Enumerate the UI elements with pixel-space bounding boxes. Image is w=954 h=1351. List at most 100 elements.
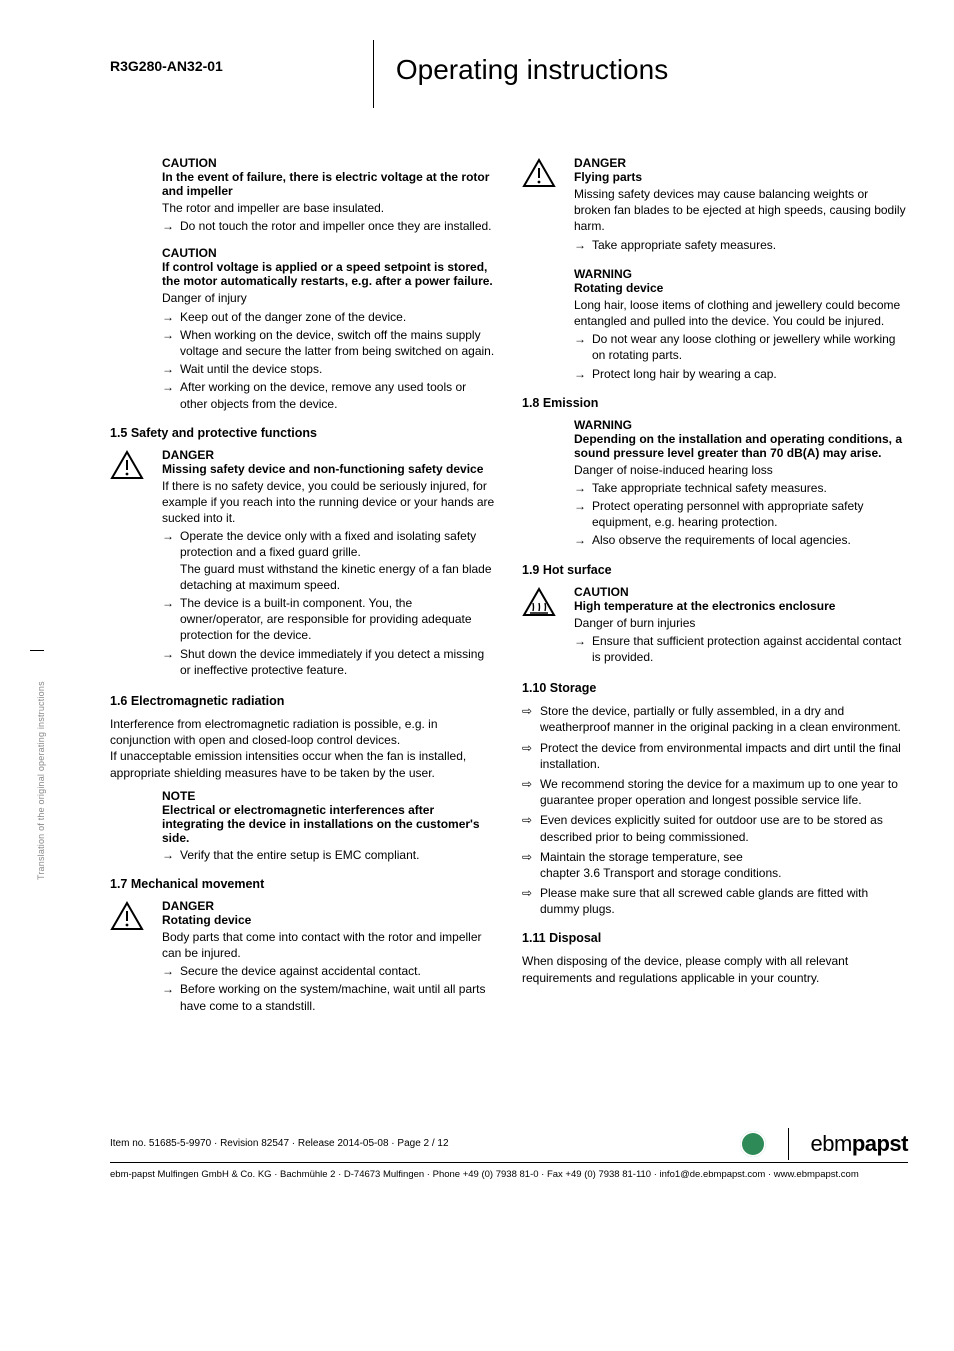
note-label: NOTE: [162, 789, 496, 803]
side-vertical-text: Translation of the original operating in…: [36, 681, 46, 880]
danger-subtitle: Rotating device: [162, 913, 496, 927]
caution-block-hot: CAUTION High temperature at the electron…: [522, 585, 908, 668]
danger-subtitle: Flying parts: [574, 170, 908, 184]
arrow-list-text: When working on the device, switch off t…: [180, 327, 496, 359]
arrow-list-text: Do not wear any loose clothing or jewell…: [592, 331, 908, 363]
double-arrow-item: ⇨We recommend storing the device for a m…: [522, 776, 908, 808]
brand-logo: ebmpapst: [811, 1131, 908, 1157]
arrow-icon: →: [162, 646, 180, 662]
arrow-list-text: Also observe the requirements of local a…: [592, 532, 908, 548]
warning-triangle-icon: [110, 899, 162, 934]
warning-body: Danger of noise-induced hearing loss: [574, 462, 908, 478]
caution-label: CAUTION: [162, 156, 496, 170]
double-arrow-item: ⇨Store the device, partially or fully as…: [522, 703, 908, 735]
caution-body: Danger of burn injuries: [574, 615, 908, 631]
section-heading: 1.11 Disposal: [522, 931, 908, 945]
arrow-list-text: Take appropriate technical safety measur…: [592, 480, 908, 496]
arrow-list: →Secure the device against accidental co…: [162, 963, 496, 1014]
hot-surface-triangle-icon: [522, 585, 574, 620]
arrow-list-text: Do not touch the rotor and impeller once…: [180, 218, 496, 234]
double-arrow-item: ⇨Even devices explicitly suited for outd…: [522, 812, 908, 844]
section-heading: 1.10 Storage: [522, 681, 908, 695]
arrow-icon: →: [162, 309, 180, 325]
margin-tick: [30, 650, 44, 651]
warning-subtitle: Depending on the installation and operat…: [574, 432, 908, 460]
arrow-list-text: Protect operating personnel with appropr…: [592, 498, 908, 530]
footer-divider: [788, 1128, 789, 1160]
double-arrow-item: ⇨Maintain the storage temperature, see c…: [522, 849, 908, 881]
arrow-icon: →: [574, 237, 592, 253]
danger-body: Body parts that come into contact with t…: [162, 929, 496, 961]
double-arrow-icon: ⇨: [522, 703, 540, 719]
section-heading: 1.7 Mechanical movement: [110, 877, 496, 891]
arrow-list-item: →Take appropriate safety measures.: [574, 237, 908, 253]
arrow-list-text: The device is a built-in component. You,…: [180, 595, 496, 644]
arrow-list: →Verify that the entire setup is EMC com…: [162, 847, 496, 863]
caution-subtitle: If control voltage is applied or a speed…: [162, 260, 496, 288]
arrow-list-item: →Keep out of the danger zone of the devi…: [162, 309, 496, 325]
danger-block-rotating: DANGER Rotating device Body parts that c…: [110, 899, 496, 1016]
right-column: DANGER Flying parts Missing safety devic…: [522, 156, 908, 1028]
header-divider: [373, 40, 374, 108]
brand-part-1: ebm: [811, 1131, 852, 1156]
double-arrow-icon: ⇨: [522, 812, 540, 828]
warning-block-emission: WARNING Depending on the installation an…: [522, 418, 908, 549]
arrow-list-item: →Verify that the entire setup is EMC com…: [162, 847, 496, 863]
arrow-list-text: Wait until the device stops.: [180, 361, 496, 377]
warning-label: WARNING: [574, 418, 908, 432]
arrow-list-item: →The device is a built-in component. You…: [162, 595, 496, 644]
section-heading: 1.9 Hot surface: [522, 563, 908, 577]
green-tech-badge-icon: [740, 1131, 766, 1157]
warning-triangle-icon: [110, 448, 162, 483]
left-column: CAUTION In the event of failure, there i…: [110, 156, 496, 1028]
arrow-list-item: →Protect long hair by wearing a cap.: [574, 366, 908, 382]
arrow-list-text: Operate the device only with a fixed and…: [180, 528, 496, 593]
caution-body: The rotor and impeller are base insulate…: [162, 200, 496, 216]
arrow-list-text: Shut down the device immediately if you …: [180, 646, 496, 678]
arrow-list-item: →When working on the device, switch off …: [162, 327, 496, 359]
double-arrow-item: ⇨Protect the device from environmental i…: [522, 740, 908, 772]
warning-triangle-icon: [522, 156, 574, 191]
double-arrow-text: We recommend storing the device for a ma…: [540, 776, 908, 808]
arrow-icon: →: [574, 480, 592, 496]
arrow-icon: →: [162, 981, 180, 997]
caution-block-1: CAUTION In the event of failure, there i…: [110, 156, 496, 234]
note-subtitle: Electrical or electromagnetic interferen…: [162, 803, 496, 845]
danger-label: DANGER: [162, 448, 496, 462]
arrow-list: →Do not wear any loose clothing or jewel…: [574, 331, 908, 382]
arrow-icon: →: [574, 498, 592, 514]
arrow-list-text: Keep out of the danger zone of the devic…: [180, 309, 496, 325]
footer-info: Item no. 51685-5-9970 · Revision 82547 ·…: [110, 1138, 449, 1149]
arrow-list-text: Ensure that sufficient protection agains…: [592, 633, 908, 665]
arrow-list: →Keep out of the danger zone of the devi…: [162, 309, 496, 412]
arrow-list-item: →Do not wear any loose clothing or jewel…: [574, 331, 908, 363]
section-heading: 1.5 Safety and protective functions: [110, 426, 496, 440]
danger-body: If there is no safety device, you could …: [162, 478, 496, 527]
footer: Item no. 51685-5-9970 · Revision 82547 ·…: [110, 1128, 908, 1200]
double-arrow-text: Protect the device from environmental im…: [540, 740, 908, 772]
arrow-list-item: →Take appropriate technical safety measu…: [574, 480, 908, 496]
double-arrow-item: ⇨Please make sure that all screwed cable…: [522, 885, 908, 917]
section-body: Interference from electromagnetic radiat…: [110, 716, 496, 781]
warning-body: Long hair, loose items of clothing and j…: [574, 297, 908, 329]
arrow-icon: →: [162, 218, 180, 234]
arrow-list-text: Secure the device against accidental con…: [180, 963, 496, 979]
double-arrow-icon: ⇨: [522, 849, 540, 865]
arrow-list-text: Before working on the system/machine, wa…: [180, 981, 496, 1013]
arrow-list-item: →Protect operating personnel with approp…: [574, 498, 908, 530]
arrow-list-item: →Operate the device only with a fixed an…: [162, 528, 496, 593]
arrow-list-item: →Wait until the device stops.: [162, 361, 496, 377]
double-arrow-text: Store the device, partially or fully ass…: [540, 703, 908, 735]
arrow-icon: →: [162, 327, 180, 343]
arrow-list: →Take appropriate safety measures.: [574, 237, 908, 253]
arrow-list-text: After working on the device, remove any …: [180, 379, 496, 411]
arrow-list-item: →Secure the device against accidental co…: [162, 963, 496, 979]
brand-part-2: papst: [852, 1131, 908, 1156]
caution-subtitle: High temperature at the electronics encl…: [574, 599, 908, 613]
section-heading: 1.8 Emission: [522, 396, 908, 410]
arrow-icon: →: [162, 379, 180, 395]
arrow-icon: →: [162, 963, 180, 979]
arrow-icon: →: [162, 595, 180, 611]
danger-label: DANGER: [162, 899, 496, 913]
arrow-icon: →: [574, 366, 592, 382]
